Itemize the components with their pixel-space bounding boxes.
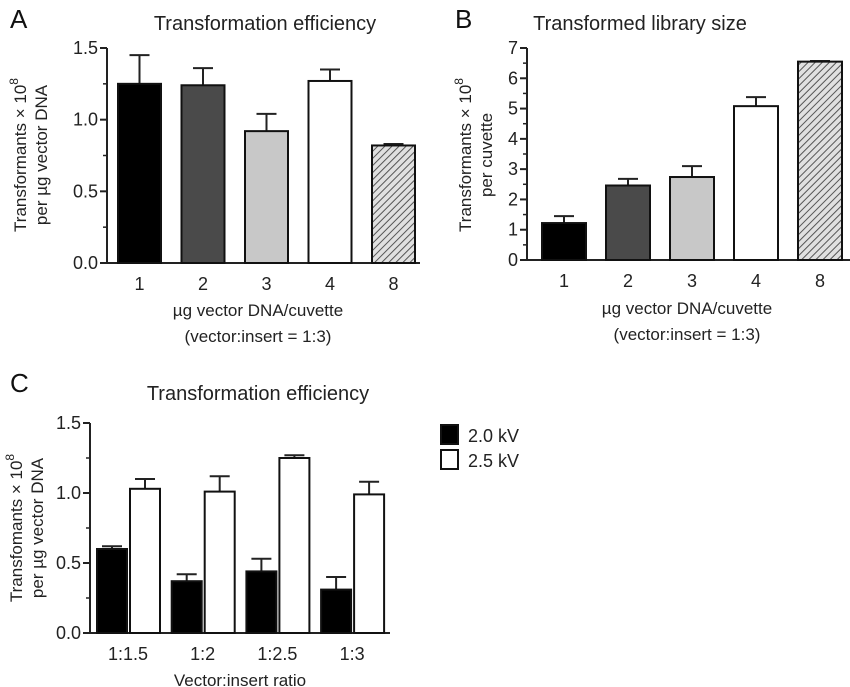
y-axis-label-line1: Transfomants × 10	[7, 461, 26, 603]
x-tick-label: 8	[388, 274, 398, 294]
panel-B: B Transformed library size Transformants ×…	[452, 4, 850, 344]
bar	[307, 79, 353, 265]
panel-A: A Transformation efficiency Transformants …	[7, 4, 420, 346]
legend-label: 2.5 kV	[468, 451, 519, 471]
bar	[244, 130, 289, 264]
bar-2-0kv	[96, 548, 128, 634]
bar	[371, 144, 416, 264]
bar-2-5kv	[353, 493, 386, 634]
y-tick-label: 5	[508, 99, 518, 119]
x-tick-label: 2	[198, 274, 208, 294]
y-tick-label: 0	[508, 250, 518, 270]
y-axis-label-line1: Transformants × 10	[456, 85, 475, 232]
bar	[733, 105, 779, 261]
y-axis-label: Transfomants × 108 per µg vector DNA	[3, 454, 47, 603]
x-axis-label: µg vector DNA/cuvette	[602, 299, 772, 318]
x-tick-label: 4	[751, 271, 761, 291]
x-tick-label: 2	[623, 271, 633, 291]
x-tick-label: 4	[325, 274, 335, 294]
panel-letter: A	[10, 4, 28, 34]
x-tick-label: 8	[815, 271, 825, 291]
panel-letter: B	[455, 4, 472, 34]
bar-2-5kv	[129, 487, 161, 634]
x-tick-label: 1:2.5	[257, 644, 297, 664]
bar-2-5kv	[278, 457, 311, 634]
y-tick-label: 0.5	[73, 181, 98, 201]
bar	[541, 222, 587, 261]
panel-C: C Transformation efficiency Transfomants ×…	[3, 368, 519, 687]
x-axis-label: Vector:insert ratio	[174, 671, 306, 687]
bar-2-0kv	[245, 570, 278, 635]
bar	[797, 60, 843, 261]
legend-swatch	[440, 424, 459, 445]
y-tick-label: 0.5	[56, 553, 81, 573]
bar-2-5kv	[203, 490, 236, 634]
y-axis-label: Transformants × 108 per cuvette	[452, 78, 496, 232]
bar-2-0kv	[320, 588, 353, 634]
y-tick-label: 7	[508, 38, 518, 58]
y-axis-label-line2: per µg vector DNA	[32, 84, 51, 225]
y-axis-label-exponent: 8	[7, 78, 21, 85]
x-tick-label: 3	[687, 271, 697, 291]
x-tick-label: 3	[261, 274, 271, 294]
y-tick-label: 1	[508, 220, 518, 240]
x-tick-label: 1:1.5	[108, 644, 148, 664]
x-axis-label: µg vector DNA/cuvette	[173, 301, 343, 320]
y-tick-label: 1.0	[73, 110, 98, 130]
bar	[117, 82, 162, 265]
y-tick-label: 4	[508, 129, 518, 149]
y-axis-label-line2: per cuvette	[477, 113, 496, 197]
x-axis-label-line2: (vector:insert = 1:3)	[614, 325, 761, 344]
chart-title: Transformation efficiency	[154, 13, 376, 35]
bar	[180, 84, 226, 265]
bar	[669, 176, 715, 261]
y-axis-label-exponent: 8	[3, 454, 17, 461]
chart-title: Transformed library size	[533, 13, 747, 35]
panel-letter: C	[10, 368, 29, 398]
x-axis-label-line2: (vector:insert = 1:3)	[185, 327, 332, 346]
x-tick-label: 1:3	[340, 644, 365, 664]
x-tick-label: 1	[134, 274, 144, 294]
bar	[605, 184, 651, 261]
y-tick-label: 6	[508, 68, 518, 88]
y-tick-label: 3	[508, 159, 518, 179]
y-axis-label-exponent: 8	[452, 78, 466, 85]
legend-swatch	[440, 449, 459, 470]
chart-title: Transformation efficiency	[147, 383, 369, 405]
y-axis-label-line2: per µg vector DNA	[28, 457, 47, 598]
y-tick-label: 0.0	[56, 623, 81, 643]
y-tick-label: 1.0	[56, 483, 81, 503]
y-axis-label-line1: Transformants × 10	[11, 85, 30, 232]
y-axis-label: Transformants × 108 per µg vector DNA	[7, 78, 51, 232]
y-tick-label: 0.0	[73, 253, 98, 273]
y-tick-label: 1.5	[73, 38, 98, 58]
y-tick-label: 1.5	[56, 413, 81, 433]
y-tick-label: 2	[508, 189, 518, 209]
x-tick-label: 1:2	[190, 644, 215, 664]
x-tick-label: 1	[559, 271, 569, 291]
legend-label: 2.0 kV	[468, 426, 519, 446]
bar-2-0kv	[170, 580, 203, 635]
